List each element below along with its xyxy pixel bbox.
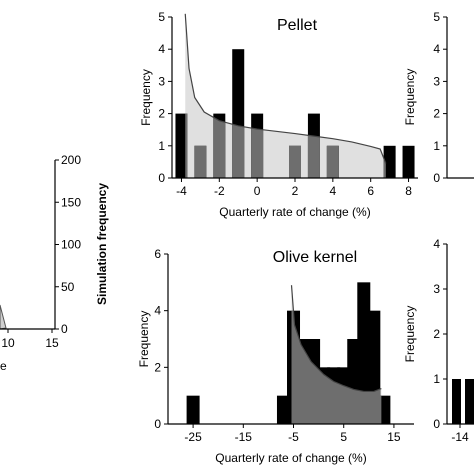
left-partial-x-tick-label: 10	[1, 336, 15, 350]
olive-kernel-bar-overlap	[291, 310, 301, 424]
left-partial-y-tick-label: 0	[61, 322, 68, 336]
left-partial-x-tick-label: 15	[45, 336, 59, 350]
olive-kernel-y-tick-label: 0	[154, 417, 161, 431]
pellet-bar-overlap	[326, 145, 339, 178]
olive-kernel-title: Olive kernel	[273, 249, 357, 266]
right-top-y-tick-label: 0	[433, 171, 440, 185]
right-bottom-y-tick-label: 0	[433, 417, 440, 431]
olive-kernel-y-axis-label: Frequency	[137, 311, 151, 368]
olive-kernel-bar-overlap	[377, 395, 382, 424]
right-top-y-tick-label: 1	[433, 139, 440, 153]
olive-kernel-y-tick-label: 2	[154, 360, 161, 374]
pellet-y-tick-label: 3	[158, 74, 165, 88]
right-bottom-bar	[465, 379, 474, 424]
pellet-bar-overlap	[194, 145, 207, 178]
right-top-y-tick-label: 3	[433, 74, 440, 88]
pellet-density-line	[184, 13, 387, 164]
pellet-y-axis-label: Frequency	[139, 69, 153, 126]
pellet-title: Pellet	[277, 17, 318, 34]
right-top-y-tick-label: 4	[433, 42, 440, 56]
left-partial-y-tick-label: 150	[61, 195, 81, 209]
olive-kernel-x-tick-label: -25	[184, 430, 202, 444]
right-bottom-y-tick-label: 3	[433, 282, 440, 296]
pellet-x-tick-label: -2	[214, 184, 225, 198]
olive-kernel-x-tick-label: 15	[387, 430, 401, 444]
left-partial-y-tick-label: 50	[61, 280, 75, 294]
right-bottom-y-tick-label: 1	[433, 372, 440, 386]
pellet-x-tick-label: 2	[292, 184, 299, 198]
pellet-x-tick-label: 6	[367, 184, 374, 198]
left-partial-y-tick-label: 200	[61, 153, 81, 167]
olive-kernel-bar	[357, 282, 371, 424]
pellet-bar	[175, 113, 188, 178]
right-top-y-tick-label: 5	[433, 10, 440, 24]
pellet-y-tick-label: 1	[158, 139, 165, 153]
right-top-y-axis-label: Frequency	[403, 69, 417, 126]
right-bottom-y-tick-label: 2	[433, 327, 440, 341]
olive-kernel-bar	[186, 395, 200, 424]
right-bottom-y-axis-label: Frequency	[403, 306, 417, 363]
left-partial-x-axis-label: e	[0, 359, 7, 373]
olive-kernel-x-tick-label: 5	[340, 430, 347, 444]
pellet-y-tick-label: 4	[158, 42, 165, 56]
pellet-x-tick-label: 0	[254, 184, 261, 198]
pellet-x-axis-label: Quarterly rate of change (%)	[219, 205, 370, 219]
right-top-y-tick-label: 2	[433, 107, 440, 121]
olive-kernel-y-tick-label: 4	[154, 304, 161, 318]
olive-kernel-bar	[276, 395, 290, 424]
right-bottom-x-tick-label: -14	[451, 430, 469, 444]
olive-kernel-bar-overlap	[317, 367, 331, 424]
left-partial-density-area	[0, 304, 7, 330]
pellet-x-tick-label: 8	[405, 184, 412, 198]
olive-kernel-density-line	[290, 285, 382, 393]
olive-kernel-x-axis-label: Quarterly rate of change (%)	[215, 451, 366, 465]
olive-kernel-x-tick-label: -5	[288, 430, 299, 444]
pellet-bar-overlap	[185, 113, 188, 178]
olive-kernel-bar-overlap	[297, 339, 311, 424]
pellet-bar-overlap	[289, 145, 301, 178]
pellet-x-tick-label: 4	[330, 184, 337, 198]
right-bottom-bar	[452, 379, 461, 424]
pellet-bar-overlap	[213, 113, 226, 178]
left-partial-y-axis-label: Simulation frequency	[95, 183, 109, 305]
pellet-x-tick-label: -4	[176, 184, 187, 198]
olive-kernel-x-tick-label: -15	[235, 430, 253, 444]
pellet-y-tick-label: 5	[158, 10, 165, 24]
pellet-y-tick-label: 0	[158, 171, 165, 185]
pellet-bar	[402, 145, 415, 178]
right-bottom-y-tick-label: 4	[433, 237, 440, 251]
pellet-bar	[383, 145, 396, 178]
olive-kernel-y-tick-label: 6	[154, 247, 161, 261]
left-partial-y-tick-label: 100	[61, 238, 81, 252]
pellet-y-tick-label: 2	[158, 107, 165, 121]
